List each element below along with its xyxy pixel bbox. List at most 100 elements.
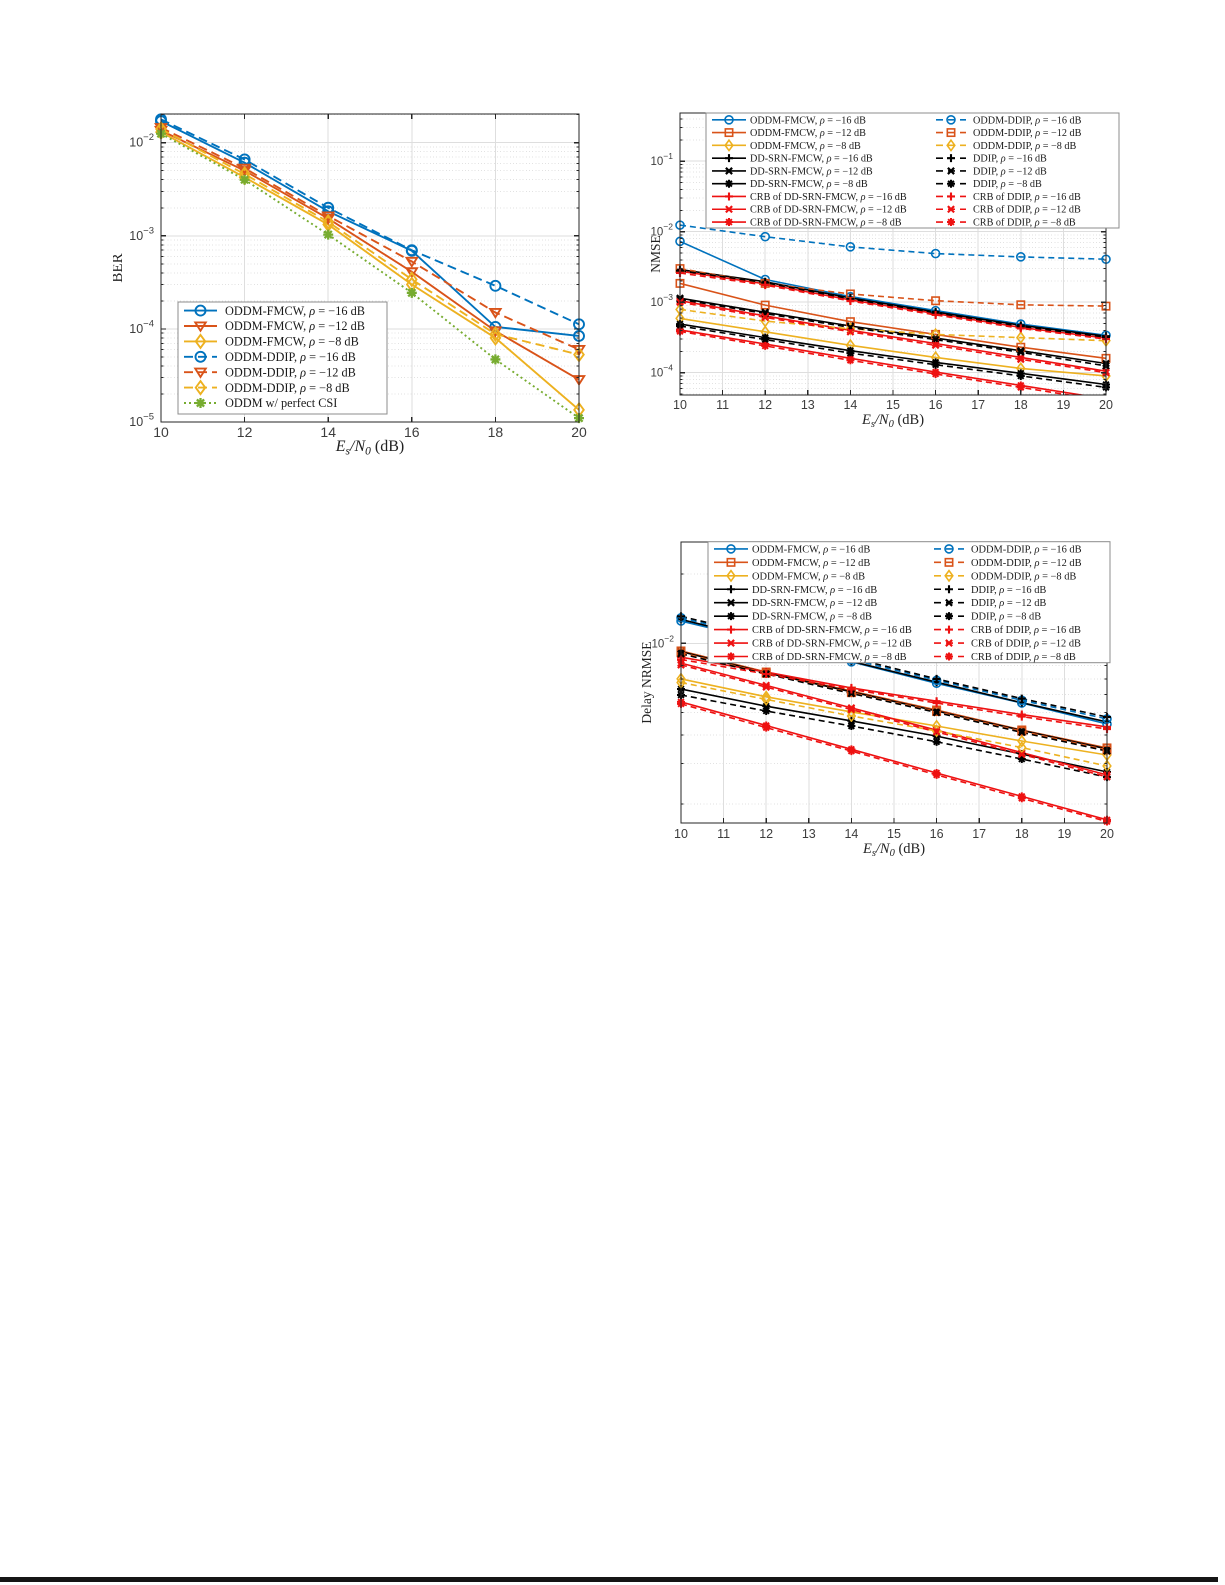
asterisk-marker <box>1017 755 1026 764</box>
asterisk-marker <box>932 770 941 779</box>
x-tick-label: 16 <box>404 424 420 440</box>
legend-entry-dd-srn-fmcw-16-db: DD-SRN-FMCW, ρ = −16 dB <box>714 585 877 596</box>
y-tick-label: 10−4 <box>651 363 674 380</box>
legend-entry-oddm-fmcw-8-db: ODDM-FMCW, ρ = −8 dB <box>184 333 359 350</box>
legend-entry-ddip-12-db: DDIP, ρ = −12 dB <box>934 598 1046 609</box>
x-marker <box>947 205 955 214</box>
x-marker <box>1017 728 1026 737</box>
legend-label: ODDM-FMCW, ρ = −12 dB <box>752 558 870 569</box>
circle-marker <box>489 279 502 292</box>
square-marker <box>724 128 734 138</box>
legend-entry-oddm-ddip-12-db: ODDM-DDIP, ρ = −12 dB <box>934 557 1082 569</box>
x-axis-label: Es/N0 (dB) <box>335 438 404 458</box>
x-tick-label: 14 <box>320 424 336 440</box>
y-tick-label: 10−4 <box>129 318 154 336</box>
y-tick-label: 10−2 <box>129 132 154 150</box>
asterisk-marker <box>846 356 855 365</box>
x-tick-label: 20 <box>1100 827 1114 841</box>
legend-label: CRB of DDIP, ρ = −16 dB <box>971 625 1081 636</box>
plus-marker <box>727 585 735 594</box>
legend-entry-crb-of-dd-srn-fmcw-12-db: CRB of DD-SRN-FMCW, ρ = −12 dB <box>714 639 912 650</box>
asterisk-marker <box>195 398 206 408</box>
x-tick-label: 16 <box>930 827 944 841</box>
asterisk-marker <box>1016 383 1025 392</box>
legend-entry-ddip-12-db: DDIP, ρ = −12 dB <box>936 166 1047 177</box>
series-crb-of-ddip-16-db <box>681 658 1107 730</box>
x-marker <box>761 313 770 322</box>
triangle-down-marker <box>193 367 208 379</box>
asterisk-marker <box>323 229 334 240</box>
asterisk-marker <box>727 612 735 621</box>
series-crb-of-ddip-12-db <box>681 664 1107 778</box>
legend-entry-crb-of-ddip-8-db: CRB of DDIP, ρ = −8 dB <box>936 218 1076 229</box>
y-axis-label: BER <box>113 253 126 282</box>
diamond-marker <box>489 325 502 343</box>
series-oddm-fmcw-16-db <box>161 120 579 337</box>
plus-marker <box>846 297 855 306</box>
diamond-marker <box>1017 734 1027 748</box>
legend-entry-oddm-ddip-16-db: ODDM-DDIP, ρ = −16 dB <box>184 350 356 364</box>
legend-entry-dd-srn-fmcw-12-db: DD-SRN-FMCW, ρ = −12 dB <box>714 598 877 609</box>
x-marker <box>932 727 941 736</box>
x-tick-label: 14 <box>843 398 857 412</box>
nmse-chart: 10 11 12 13 14 15 16 17 18 19 20 10−1 10−2 10−3 10−4 Es… <box>648 95 1142 448</box>
x-marker <box>945 639 953 647</box>
legend-label: ODDM w/ perfect CSI <box>225 396 337 410</box>
legend-entry-oddm-fmcw-12-db: ODDM-FMCW, ρ = −12 dB <box>714 557 870 569</box>
asterisk-marker <box>947 218 955 227</box>
series-crb-of-ddip-8-db <box>681 703 1107 823</box>
legend-label: ODDM-DDIP, ρ = −12 dB <box>973 128 1082 139</box>
diamond-marker <box>726 569 736 583</box>
legend-entry-ddip-16-db: DDIP, ρ = −16 dB <box>934 585 1046 596</box>
x-tick-label: 18 <box>1015 827 1029 841</box>
series-ddip-12-db <box>681 653 1107 752</box>
x-marker <box>932 707 941 715</box>
legend-label: ODDM-DDIP, ρ = −8 dB <box>225 381 350 395</box>
y-tick-label: 10−2 <box>651 222 674 239</box>
plus-marker <box>932 674 941 683</box>
diamond-marker <box>194 379 207 396</box>
series-lines <box>680 224 1106 395</box>
legend-label: DD-SRN-FMCW, ρ = −16 dB <box>750 154 873 165</box>
asterisk-marker <box>1016 371 1025 380</box>
legend-entry-oddm-fmcw-16-db: ODDM-FMCW, ρ = −16 dB <box>712 114 866 126</box>
axes <box>160 113 580 423</box>
plus-marker <box>761 281 770 290</box>
page-bottom-bar <box>0 1577 1218 1582</box>
legend-label: CRB of DDIP, ρ = −8 dB <box>971 652 1076 663</box>
markers-crb-of-ddip-12-db <box>677 661 1111 781</box>
triangle-down-marker <box>237 163 252 175</box>
plus-marker <box>762 670 771 679</box>
legend-label: ODDM-DDIP, ρ = −8 dB <box>973 141 1076 152</box>
legend-entry-oddm-fmcw-12-db: ODDM-FMCW, ρ = −12 dB <box>712 128 866 139</box>
legend-entry-oddm-w-perfect-csi: ODDM w/ perfect CSI <box>184 396 337 410</box>
legend-label: ODDM-FMCW, ρ = −12 dB <box>750 128 866 139</box>
series-lines <box>161 118 579 419</box>
legend-entry-oddm-ddip-8-db: ODDM-DDIP, ρ = −8 dB <box>184 379 350 396</box>
triangle-down-marker <box>193 321 208 333</box>
x-tick-label: 18 <box>1014 398 1028 412</box>
x-marker <box>1017 750 1026 759</box>
plus-marker <box>1016 324 1025 333</box>
series-oddm-ddip-16-db <box>161 118 579 326</box>
legend-label: CRB of DDIP, ρ = −16 dB <box>973 192 1081 203</box>
circle-marker <box>724 114 734 125</box>
legend-label: DDIP, ρ = −12 dB <box>971 598 1046 609</box>
series-oddm-fmcw-12-db <box>161 129 579 381</box>
asterisk-marker <box>725 179 733 188</box>
legend-entry-oddm-ddip-16-db: ODDM-DDIP, ρ = −16 dB <box>934 544 1082 555</box>
x-tick-label: 11 <box>716 398 729 412</box>
legend-label: ODDM-FMCW, ρ = −16 dB <box>752 544 870 555</box>
x-marker <box>947 167 955 175</box>
legend-label: ODDM-FMCW, ρ = −12 dB <box>225 319 365 333</box>
y-axis-label: Delay NRMSE <box>640 641 654 723</box>
legend-entry-oddm-ddip-8-db: ODDM-DDIP, ρ = −8 dB <box>934 569 1076 583</box>
asterisk-marker <box>932 737 941 746</box>
series-crb-of-dd-srn-fmcw-16-db <box>680 270 1106 339</box>
legend-entry-oddm-ddip-16-db: ODDM-DDIP, ρ = −16 dB <box>936 114 1082 126</box>
series-oddm-fmcw-16-db <box>680 240 1106 337</box>
legend-label: ODDM-FMCW, ρ = −16 dB <box>750 115 866 126</box>
series-crb-of-ddip-12-db <box>680 301 1106 374</box>
circle-marker <box>726 544 736 554</box>
legend-label: ODDM-DDIP, ρ = −16 dB <box>225 350 356 364</box>
